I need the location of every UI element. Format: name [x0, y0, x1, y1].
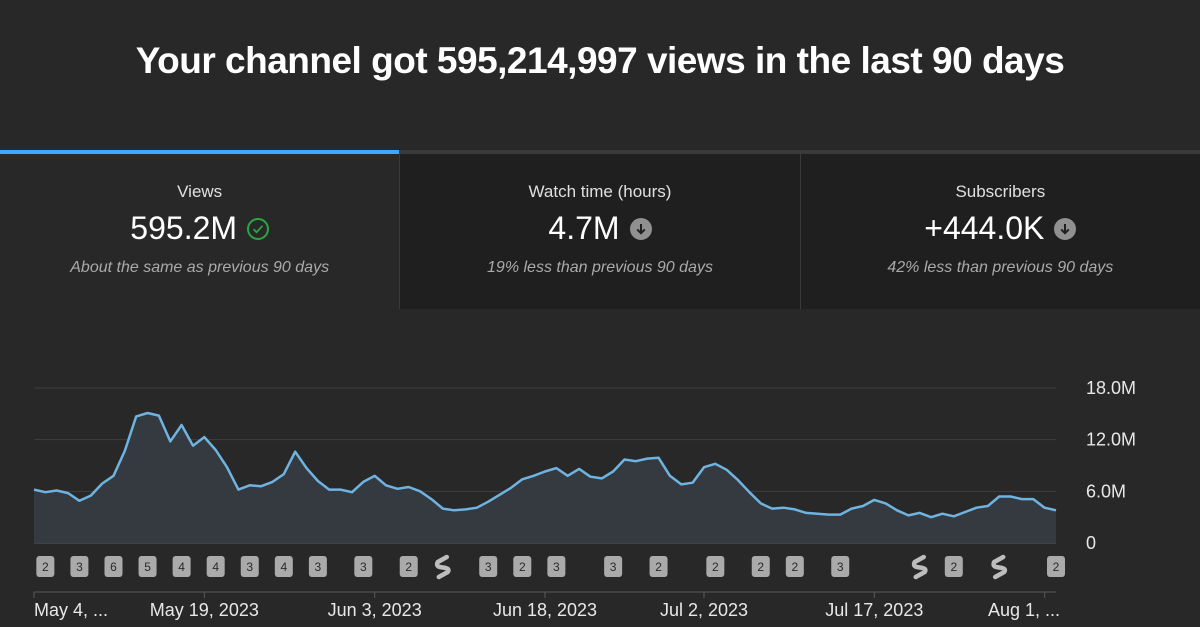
upload-marker[interactable]: 4 [274, 556, 293, 577]
upload-count: 3 [485, 560, 492, 574]
subscribers-card[interactable]: Subscribers +444.0K 42% less than previo… [799, 150, 1200, 309]
x-tick-label: Jun 18, 2023 [493, 600, 597, 620]
upload-count: 2 [791, 560, 798, 574]
upload-count: 2 [519, 560, 526, 574]
upload-marker[interactable]: 2 [944, 556, 963, 577]
upload-count: 3 [315, 560, 322, 574]
views-label: Views [177, 182, 223, 201]
subscribers-label: Subscribers [955, 182, 1046, 201]
shorts-icon[interactable] [991, 554, 1008, 580]
upload-count: 2 [655, 560, 662, 574]
x-tick-label: Jun 3, 2023 [328, 600, 422, 620]
arrow-down-circle-icon [1054, 217, 1077, 240]
upload-marker[interactable]: 5 [138, 556, 157, 577]
upload-count: 3 [246, 560, 253, 574]
upload-marker[interactable]: 3 [604, 556, 623, 577]
shorts-icon[interactable] [434, 554, 451, 580]
upload-marker[interactable]: 3 [354, 556, 373, 577]
views-chart[interactable]: 0 6.0M 12.0M 18.0M 2 3 6 5 4 4 3 4 3 3 2 3 2 3 3 2 2 2 2 3 2 2 May… [0, 360, 1200, 627]
watch-time-comparison: 19% less than previous 90 days [487, 259, 713, 276]
x-tick-label: Jul 17, 2023 [825, 600, 923, 620]
subscribers-comparison: 42% less than previous 90 days [887, 259, 1114, 276]
upload-count: 2 [950, 560, 957, 574]
upload-marker[interactable]: 2 [1047, 556, 1065, 577]
upload-count: 4 [212, 560, 219, 574]
views-comparison: About the same as previous 90 days [70, 259, 330, 276]
y-tick-label: 18.0M [1086, 378, 1136, 398]
upload-marker[interactable]: 4 [172, 556, 191, 577]
page-title: Your channel got 595,214,997 views in th… [135, 40, 1065, 81]
upload-count: 2 [712, 560, 719, 574]
upload-count: 3 [610, 560, 617, 574]
upload-marker[interactable]: 3 [70, 556, 89, 577]
watch-time-value: 4.7M [548, 210, 620, 246]
y-tick-label: 12.0M [1086, 430, 1136, 450]
x-tick-label: Jul 2, 2023 [660, 600, 748, 620]
upload-marker[interactable]: 3 [308, 556, 327, 577]
x-tick-label: May 19, 2023 [150, 600, 259, 620]
views-area [34, 413, 1056, 543]
y-tick-label: 0 [1086, 533, 1096, 553]
watch-time-value-row: 4.7M [400, 210, 799, 247]
check-circle-icon [247, 217, 270, 240]
upload-marker[interactable]: 4 [206, 556, 225, 577]
upload-count: 4 [280, 560, 287, 574]
y-tick-label: 6.0M [1086, 481, 1126, 501]
upload-marker[interactable]: 2 [751, 556, 770, 577]
subscribers-value: +444.0K [924, 210, 1045, 246]
upload-marker[interactable]: 3 [240, 556, 259, 577]
upload-count: 2 [42, 560, 49, 574]
views-value-row: 595.2M [0, 210, 399, 247]
x-tick-label: May 4, ... [34, 600, 108, 620]
upload-count: 6 [110, 560, 117, 574]
views-value: 595.2M [130, 210, 238, 246]
upload-marker[interactable]: 3 [547, 556, 566, 577]
upload-count: 3 [837, 560, 844, 574]
x-tick-label: Aug 1, ... [988, 600, 1060, 620]
watch-time-label: Watch time (hours) [528, 182, 672, 201]
watch-time-card[interactable]: Watch time (hours) 4.7M 19% less than pr… [399, 150, 800, 309]
upload-marker[interactable]: 2 [399, 556, 418, 577]
upload-count: 2 [757, 560, 764, 574]
views-card[interactable]: Views 595.2M About the same as previous … [0, 150, 400, 309]
arrow-down-circle-icon [629, 217, 652, 240]
upload-count: 3 [553, 560, 560, 574]
views-line[interactable] [33, 411, 1057, 519]
upload-marker[interactable]: 2 [513, 556, 532, 577]
upload-marker[interactable]: 3 [479, 556, 498, 577]
shorts-icon[interactable] [911, 554, 928, 580]
upload-marker[interactable]: 6 [104, 556, 123, 577]
upload-count: 2 [1053, 560, 1060, 574]
upload-marker[interactable]: 2 [649, 556, 668, 577]
subscribers-value-row: +444.0K [801, 210, 1200, 247]
metric-cards: Views 595.2M About the same as previous … [0, 150, 1200, 309]
upload-count: 2 [405, 560, 412, 574]
upload-marker[interactable]: 2 [36, 556, 55, 577]
upload-marker[interactable]: 2 [706, 556, 725, 577]
upload-count: 4 [178, 560, 185, 574]
upload-marker[interactable]: 3 [831, 556, 850, 577]
upload-count: 5 [144, 560, 151, 574]
upload-count: 3 [360, 560, 367, 574]
upload-marker[interactable]: 2 [785, 556, 804, 577]
upload-count: 3 [76, 560, 83, 574]
